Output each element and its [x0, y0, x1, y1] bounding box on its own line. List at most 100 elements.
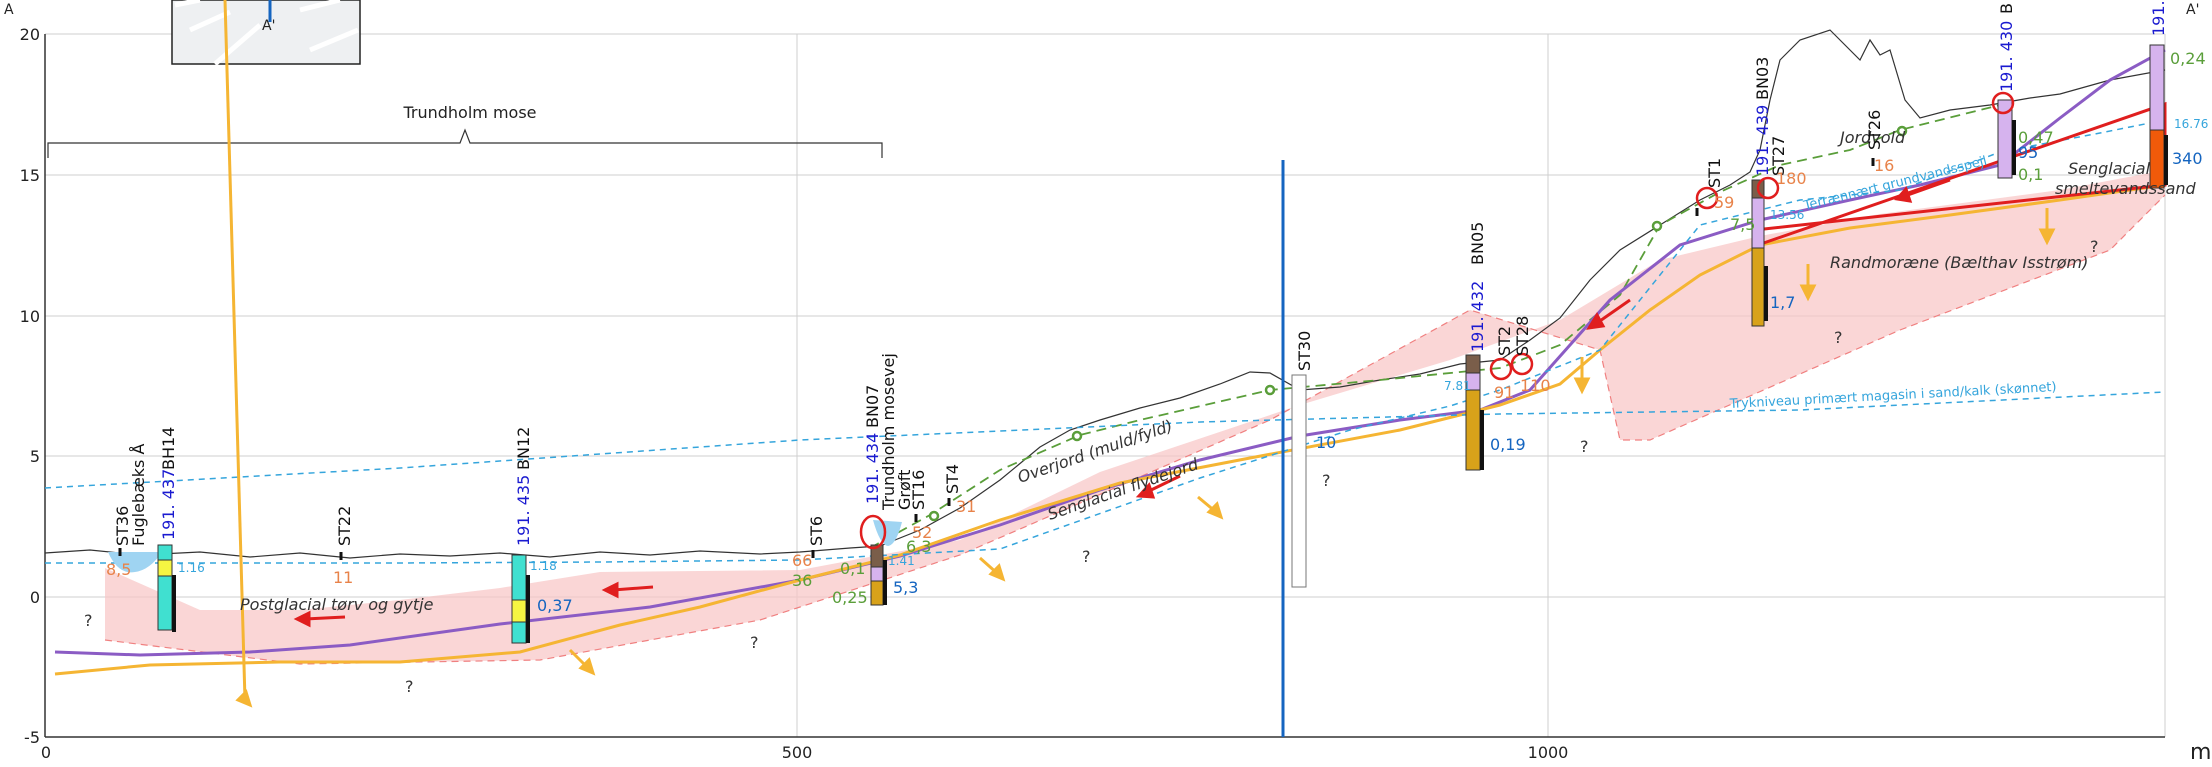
- unit-label-trykniveau: Trykniveau primært magasin i sand/kalk (…: [1728, 380, 2057, 412]
- region-label: Trundholm mose: [402, 103, 536, 122]
- label-groft: Grøft: [895, 470, 914, 510]
- value-label: 180: [1776, 169, 1807, 188]
- borehole-bh14: [157, 544, 176, 632]
- senglacial-zone: [105, 170, 2165, 664]
- y-tick-label: 5: [30, 447, 40, 466]
- x-tick-label: 0: [41, 743, 51, 762]
- axes: [44, 34, 2165, 738]
- region-brace: [47, 128, 883, 158]
- unit-label-smeltevand-2: smeltevandssand: [2055, 179, 2197, 198]
- borehole-bh12: [511, 554, 530, 644]
- value-label: 0,1: [840, 559, 865, 578]
- overjord-points: [928, 125, 1908, 522]
- value-label: 0,24: [2170, 49, 2206, 68]
- y-tick-label: 20: [20, 25, 40, 44]
- label-st26: ST26: [1865, 110, 1884, 150]
- label-bh03-id: 191. 439: [1753, 105, 1772, 176]
- section-end-label: A': [2186, 2, 2199, 18]
- question-mark: ?: [1322, 471, 1331, 490]
- value-label: 110: [1520, 376, 1551, 395]
- value-label: 0,1: [2018, 165, 2043, 184]
- label-bh-edge-id: 191.: [2149, 0, 2168, 36]
- value-label: 36: [792, 571, 812, 590]
- label-st30: ST30: [1295, 331, 1314, 371]
- value-label: 340: [2172, 149, 2203, 168]
- label-bh05: BN05: [1468, 222, 1487, 265]
- value-label: 6,3: [906, 537, 931, 556]
- label-bh12: BN12: [514, 427, 533, 470]
- label-mosevej: Trundholm mosevej: [879, 353, 898, 511]
- value-label: 8,5: [106, 560, 131, 579]
- water-groft: [873, 520, 902, 546]
- y-tick-label: 15: [20, 166, 40, 185]
- trykniveau-line: [44, 391, 2166, 489]
- label-st2: ST2: [1495, 326, 1514, 356]
- question-mark: ?: [750, 633, 759, 652]
- value-label: 31: [956, 497, 976, 516]
- value-label: 0,25: [832, 588, 868, 607]
- question-mark: ?: [1834, 328, 1843, 347]
- label-st22: ST22: [335, 506, 354, 546]
- value-label: 1.16: [178, 561, 205, 575]
- value-label: 1.18: [530, 559, 557, 573]
- borehole-bh-top: [1997, 99, 2016, 179]
- value-label: 1.41: [888, 554, 915, 568]
- value-label: 7,5: [1730, 215, 1755, 234]
- value-label: 66: [792, 551, 812, 570]
- label-st6: ST6: [807, 516, 826, 546]
- label-bh-top-id: 191. 430: [1997, 21, 2016, 92]
- value-label: 0,19: [1490, 435, 1526, 454]
- water-fuglebaek: [108, 552, 162, 573]
- value-label: 10: [1316, 433, 1336, 452]
- label-bh12-id: 191. 435: [514, 475, 533, 546]
- question-mark: ?: [1580, 437, 1589, 456]
- label-st27: ST27: [1769, 136, 1788, 176]
- question-mark: ?: [84, 611, 93, 630]
- label-bh07: BN07: [863, 385, 882, 428]
- orange-arrows: [223, 0, 2056, 708]
- st-ticks: [118, 158, 1875, 560]
- label-bh14-id: 191. 437: [159, 469, 178, 540]
- borehole-bh05: [1465, 354, 1484, 471]
- question-mark: ?: [405, 677, 414, 696]
- red-arrows: [293, 178, 1951, 628]
- section-start-label: A: [4, 2, 14, 18]
- unit-label-postglacial: Postglacial tørv og gytje: [240, 595, 434, 614]
- value-label: 0,37: [537, 596, 573, 615]
- borehole-edge: [2149, 44, 2168, 189]
- value-label: 5,3: [893, 578, 918, 597]
- value-label: 16.76: [2174, 117, 2208, 131]
- value-label: 0,47: [2018, 128, 2054, 147]
- label-fuglebaek: Fuglebæks Å: [129, 444, 148, 546]
- value-label: 91: [1494, 383, 1514, 402]
- label-bh05-id: 191. 432: [1468, 281, 1487, 352]
- question-mark: ?: [1082, 547, 1091, 566]
- value-label: 95: [2018, 143, 2038, 162]
- grid: [45, 33, 2166, 737]
- inset-map: A': [171, 0, 361, 66]
- y-tick-label: 10: [20, 307, 40, 326]
- label-st16: ST16: [909, 470, 928, 510]
- red-circles: [859, 91, 2015, 550]
- x-unit-label: m: [2190, 740, 2211, 763]
- x-tick-label: 500: [782, 743, 813, 762]
- unit-label-randmoraene: Randmoræne (Bælthav Isstrøm): [1830, 253, 2088, 272]
- terraen-gv-line: [45, 119, 2166, 564]
- y-tick-label: -5: [24, 728, 40, 747]
- borehole-bh07: [870, 544, 887, 606]
- unit-label-jordvold: Jordvold: [1837, 128, 1906, 147]
- label-st36: ST36: [113, 506, 132, 546]
- orange-boundary-line: [54, 183, 2166, 676]
- terrain-line: [44, 29, 2166, 559]
- value-label: 11: [333, 568, 353, 587]
- borehole-st30: [1291, 374, 1307, 588]
- value-label: 59: [1714, 193, 1734, 212]
- inset-label: A': [262, 18, 275, 34]
- label-st4: ST4: [943, 464, 962, 494]
- lower-boundary-dashed: [104, 194, 2166, 665]
- label-bh14: BH14: [159, 427, 178, 470]
- label-bh-top: B: [1997, 3, 2016, 14]
- label-st28: ST28: [1513, 316, 1532, 356]
